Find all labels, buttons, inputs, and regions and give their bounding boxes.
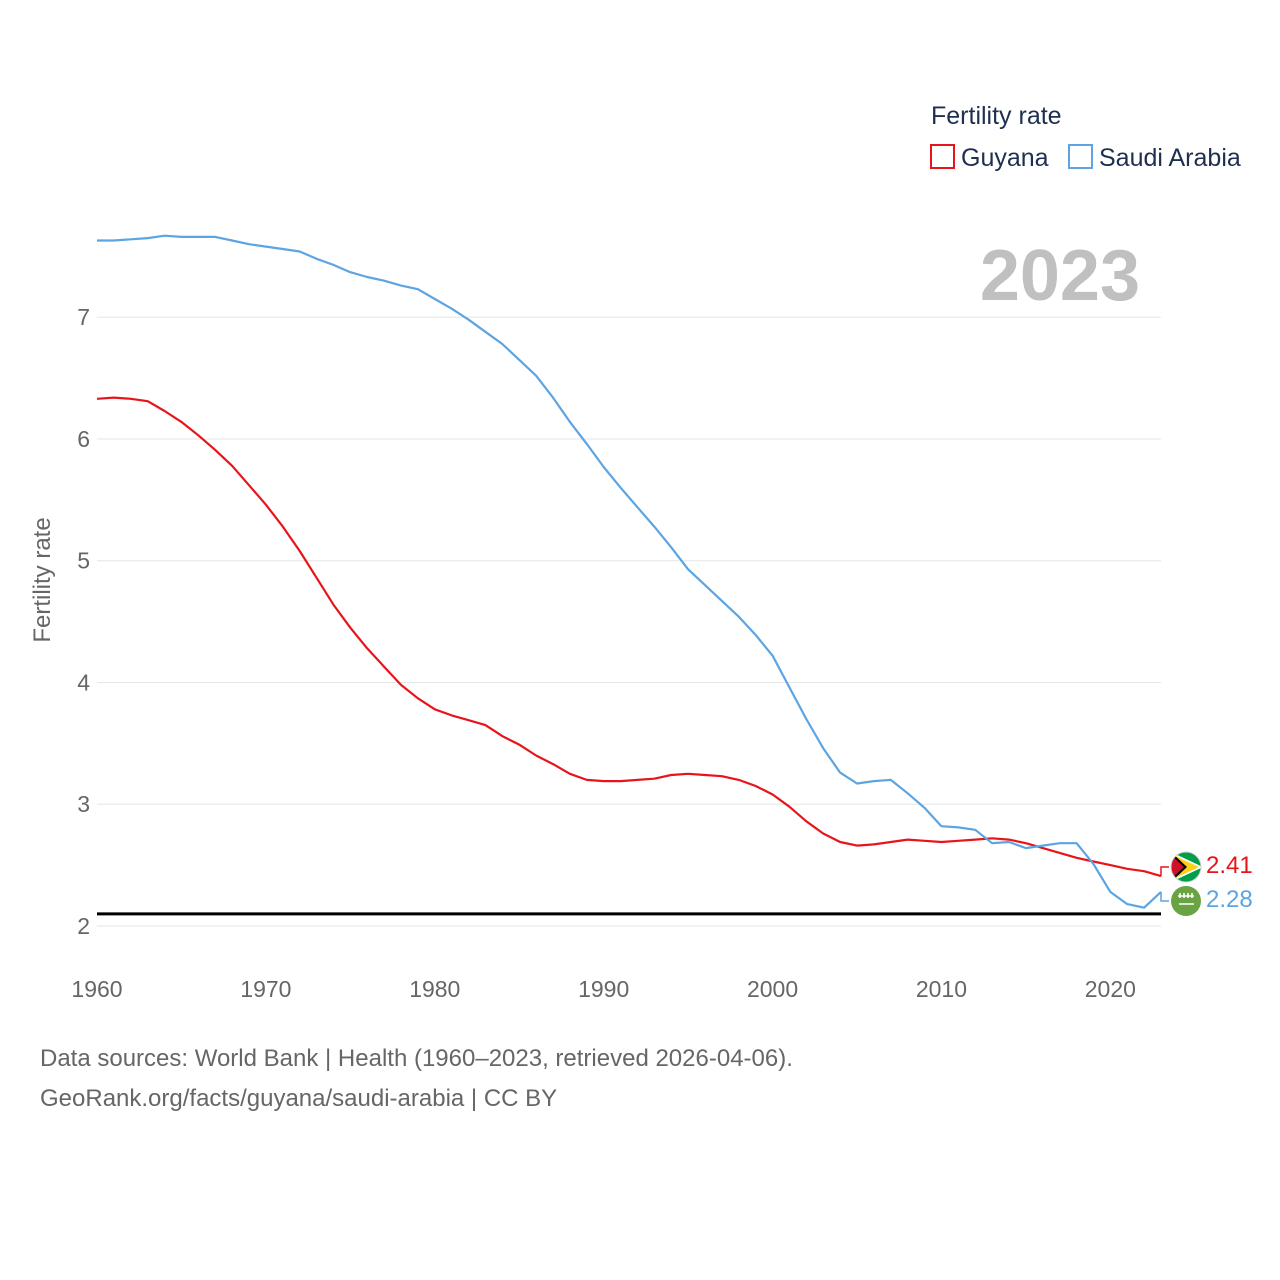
- end-connector: [1160, 866, 1169, 877]
- y-tick-label: 6: [77, 426, 90, 452]
- saudi-arabia-flag-icon: [1171, 886, 1201, 916]
- x-tick-label: 2010: [916, 976, 967, 1002]
- y-tick-label: 5: [77, 548, 90, 574]
- x-tick-label: 1980: [409, 976, 460, 1002]
- series-line-guyana[interactable]: [96, 396, 1162, 878]
- y-axis-ticks: 2 3 4 5 6 7: [77, 304, 90, 939]
- series-line-saudi-arabia[interactable]: [97, 234, 1162, 909]
- y-tick-label: 2: [77, 913, 90, 939]
- end-connector: [1160, 891, 1169, 902]
- gridlines: [97, 316, 1161, 927]
- saudi-arabia-end-value: 2.28: [1206, 886, 1253, 913]
- x-tick-label: 2000: [747, 976, 798, 1002]
- year-label: 2023: [980, 236, 1140, 316]
- x-tick-label: 1990: [578, 976, 629, 1002]
- guyana-end-value: 2.41: [1206, 852, 1253, 879]
- series-lines: [96, 234, 1169, 909]
- x-tick-label: 1960: [71, 976, 122, 1002]
- x-tick-label: 1970: [240, 976, 291, 1002]
- y-tick-label: 7: [77, 304, 90, 330]
- legend-label-guyana[interactable]: Guyana: [961, 144, 1049, 172]
- y-axis-title: Fertility rate: [29, 517, 56, 642]
- y-tick-label: 3: [77, 791, 90, 817]
- guyana-flag-icon: [1170, 851, 1202, 883]
- legend-title: Fertility rate: [931, 102, 1062, 130]
- data-sources-text: Data sources: World Bank | Health (1960–…: [40, 1045, 793, 1072]
- source-link-text[interactable]: GeoRank.org/facts/guyana/saudi-arabia | …: [40, 1085, 558, 1112]
- y-tick-label: 4: [77, 669, 90, 695]
- x-axis-ticks: 1960 1970 1980 1990 2000 2010 2020: [71, 976, 1136, 1002]
- legend-swatch-guyana[interactable]: [930, 144, 955, 169]
- x-tick-label: 2020: [1085, 976, 1136, 1002]
- legend: Fertility rate Guyana Saudi Arabia: [930, 102, 1241, 172]
- legend-swatch-saudi-arabia[interactable]: [1068, 144, 1093, 169]
- legend-label-saudi-arabia[interactable]: Saudi Arabia: [1099, 144, 1241, 172]
